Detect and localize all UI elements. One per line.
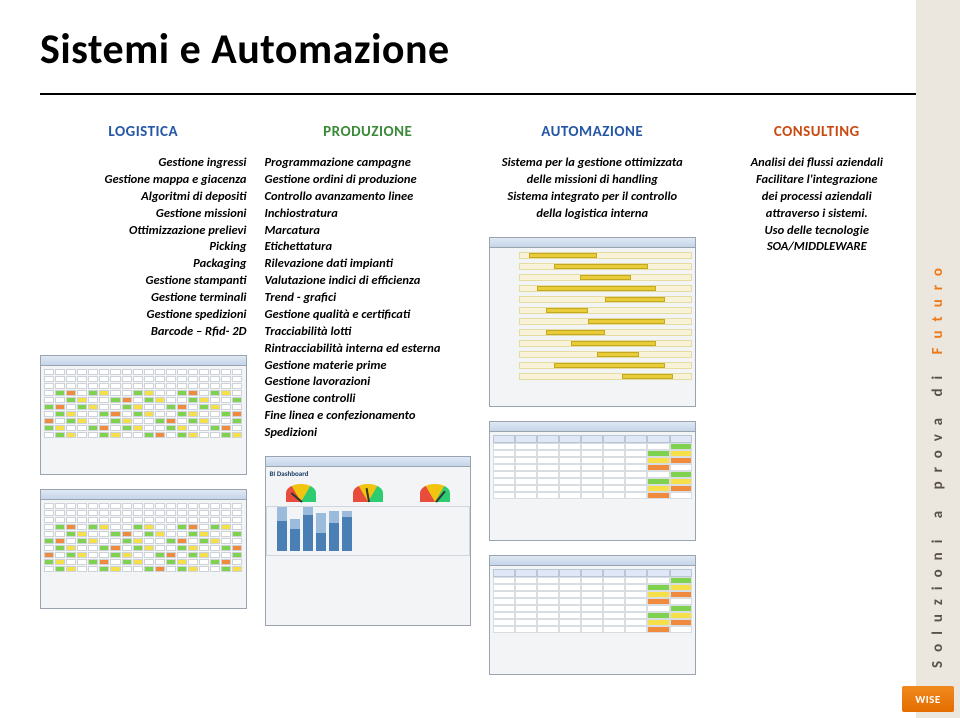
list-item: Valutazione indici di efficienza xyxy=(265,273,472,290)
list-item: Tracciabilità lotti xyxy=(265,324,472,341)
list-item: dei processi aziendali xyxy=(714,189,921,206)
column-automazione: AUTOMAZIONE Sistema per la gestione otti… xyxy=(489,119,696,675)
column-header: PRODUZIONE xyxy=(265,119,472,155)
list-item: delle missioni di handling xyxy=(489,172,696,189)
list-item: Inchiostratura xyxy=(265,206,472,223)
list-item: Rintracciabilità interna ed esterna xyxy=(265,341,472,358)
list-item: Picking xyxy=(40,239,247,256)
list-item: Uso delle tecnologie xyxy=(714,223,921,240)
title-rule xyxy=(40,93,920,95)
list-item: Gestione qualità e certificati xyxy=(265,307,472,324)
list-item: Gestione mappa e giacenza xyxy=(40,172,247,189)
list-item: Marcatura xyxy=(265,223,472,240)
list-item: Gestione stampanti xyxy=(40,273,247,290)
list-item: Controllo avanzamento linee xyxy=(265,189,472,206)
side-band: Soluzioni a prova di Futuro xyxy=(916,0,960,718)
list-item: Etichettatura xyxy=(265,239,472,256)
slide-page: Sistemi e Automazione LOGISTICA Gestione… xyxy=(0,0,960,718)
column-items: Gestione ingressi Gestione mappa e giace… xyxy=(40,155,247,341)
screenshot-thumb-table xyxy=(489,421,696,541)
list-item: SOA/MIDDLEWARE xyxy=(714,239,921,256)
list-item: Rilevazione dati impianti xyxy=(265,256,472,273)
column-logistica: LOGISTICA Gestione ingressi Gestione map… xyxy=(40,119,247,675)
screenshot-thumb-dashboard: BI Dashboard xyxy=(265,456,472,626)
list-item: Gestione controlli xyxy=(265,391,472,408)
screenshot-thumb-grid xyxy=(40,489,247,609)
list-item: Sistema integrato per il controllo xyxy=(489,189,696,206)
column-header: LOGISTICA xyxy=(40,119,247,155)
list-item: Gestione ingressi xyxy=(40,155,247,172)
list-item: Fine linea e confezionamento xyxy=(265,408,472,425)
list-item: Trend - grafici xyxy=(265,290,472,307)
screenshot-thumb-table xyxy=(489,555,696,675)
screenshot-thumb-gantt xyxy=(489,237,696,407)
list-item: Algoritmi di depositi xyxy=(40,189,247,206)
column-items: Sistema per la gestione ottimizzata dell… xyxy=(489,155,696,223)
column-items: Programmazione campagne Gestione ordini … xyxy=(265,155,472,442)
list-item: Spedizioni xyxy=(265,425,472,442)
sideband-text: Soluzioni a prova di Futuro xyxy=(929,259,947,668)
list-item: della logistica interna xyxy=(489,206,696,223)
sideband-accent: Futuro xyxy=(929,259,947,354)
list-item: Ottimizzazione prelievi xyxy=(40,223,247,240)
column-header: CONSULTING xyxy=(714,119,921,155)
list-item: Sistema per la gestione ottimizzata xyxy=(489,155,696,172)
footer-logo: WISE xyxy=(902,686,954,712)
sideband-plain: Soluzioni a prova di xyxy=(929,354,947,668)
column-header: AUTOMAZIONE xyxy=(489,119,696,155)
list-item: Gestione missioni xyxy=(40,206,247,223)
list-item: Gestione terminali xyxy=(40,290,247,307)
list-item: Programmazione campagne xyxy=(265,155,472,172)
columns-container: LOGISTICA Gestione ingressi Gestione map… xyxy=(40,119,920,675)
column-consulting: CONSULTING Analisi dei flussi aziendali … xyxy=(714,119,921,675)
list-item: Gestione lavorazioni xyxy=(265,374,472,391)
list-item: Gestione materie prime xyxy=(265,358,472,375)
list-item: attraverso i sistemi. xyxy=(714,206,921,223)
list-item: Gestione spedizioni xyxy=(40,307,247,324)
column-items: Analisi dei flussi aziendali Facilitare … xyxy=(714,155,921,256)
page-title: Sistemi e Automazione xyxy=(40,24,920,75)
column-produzione: PRODUZIONE Programmazione campagne Gesti… xyxy=(265,119,472,675)
screenshot-thumb-grid xyxy=(40,355,247,475)
list-item: Analisi dei flussi aziendali xyxy=(714,155,921,172)
list-item: Barcode – Rfid- 2D xyxy=(40,324,247,341)
list-item: Facilitare l'integrazione xyxy=(714,172,921,189)
list-item: Gestione ordini di produzione xyxy=(265,172,472,189)
list-item: Packaging xyxy=(40,256,247,273)
